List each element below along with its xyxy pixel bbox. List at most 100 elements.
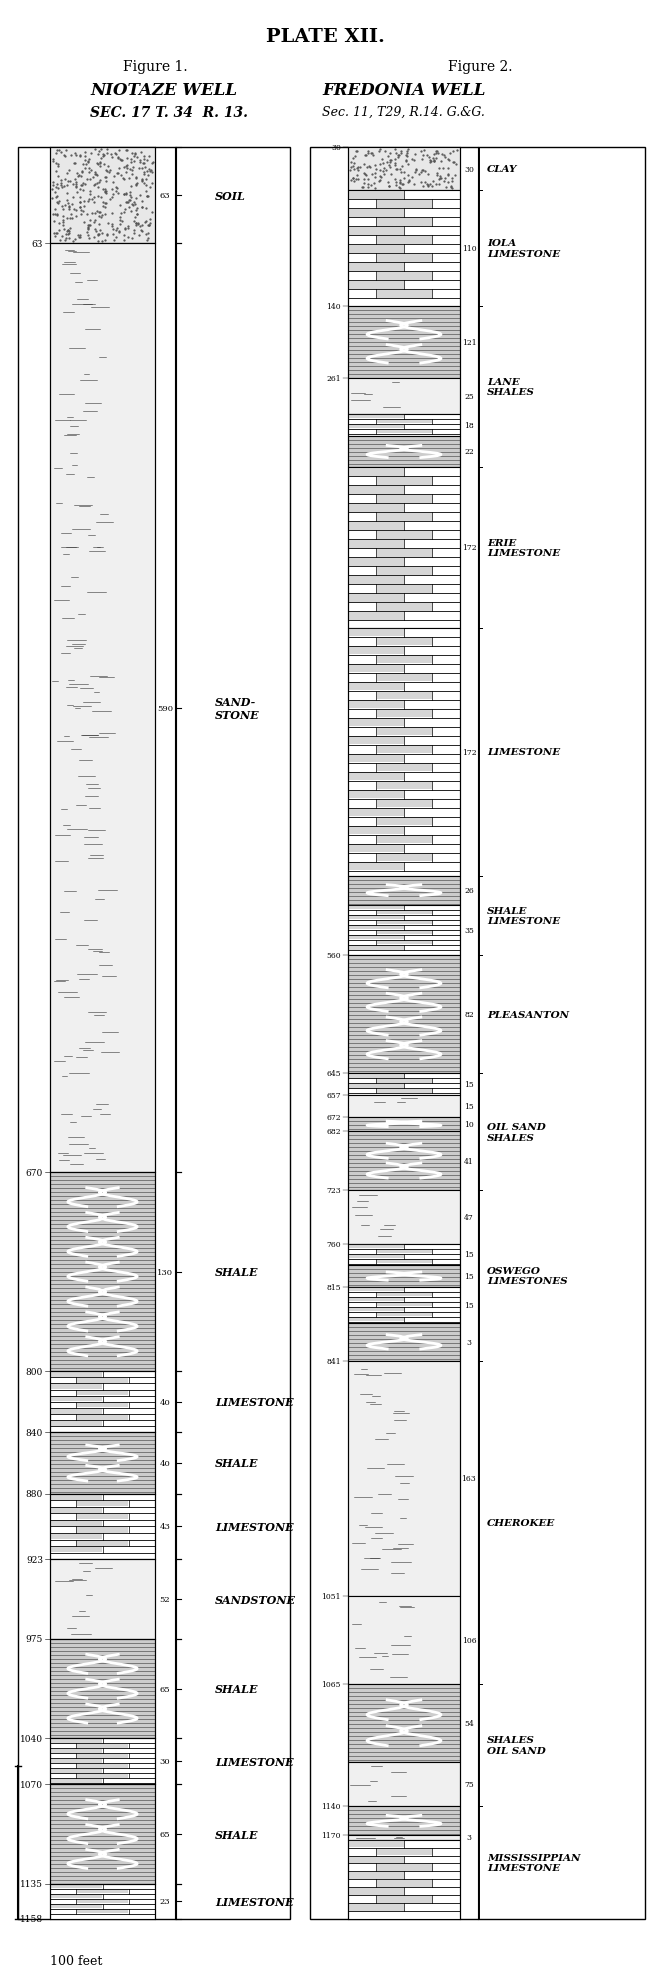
Point [412, 1764, 423, 1796]
Point [354, 1218, 365, 1249]
Point [430, 1194, 441, 1226]
Point [400, 1608, 410, 1639]
Point [49, 1604, 60, 1635]
Point [107, 325, 117, 356]
Point [125, 249, 136, 281]
Point [352, 1467, 362, 1499]
Point [421, 1544, 432, 1576]
Point [441, 1754, 452, 1786]
Point [142, 1059, 152, 1091]
Point [100, 1073, 110, 1105]
Point [135, 543, 146, 574]
Point [374, 1097, 384, 1129]
Point [107, 1036, 118, 1067]
Point [453, 1087, 463, 1119]
Point [139, 689, 150, 721]
Point [51, 291, 61, 323]
Point [60, 224, 71, 255]
Point [389, 1756, 400, 1788]
Point [118, 642, 128, 673]
Point [380, 1184, 391, 1216]
Point [140, 628, 151, 659]
Point [414, 1614, 424, 1645]
Point [369, 1634, 380, 1665]
Point [109, 644, 120, 675]
Point [372, 1772, 382, 1804]
Point [443, 1602, 454, 1634]
Point [73, 624, 83, 655]
Point [86, 655, 97, 687]
Point [452, 1398, 463, 1430]
Point [132, 679, 142, 711]
Point [91, 475, 101, 507]
Point [347, 1760, 358, 1792]
Point [144, 1548, 154, 1580]
Point [62, 346, 73, 378]
Point [365, 1772, 376, 1804]
Point [65, 166, 75, 198]
Point [144, 204, 155, 236]
Point [119, 152, 129, 184]
Point [424, 1224, 435, 1255]
Point [67, 204, 77, 236]
Point [136, 521, 146, 552]
Point [389, 1622, 399, 1653]
Point [124, 889, 134, 921]
Point [365, 1196, 376, 1228]
Point [142, 444, 152, 475]
Point [345, 1445, 356, 1477]
Point [129, 1604, 140, 1635]
Point [385, 398, 395, 430]
Point [439, 1447, 450, 1479]
Point [350, 1754, 361, 1786]
Point [410, 376, 421, 408]
Point [350, 1380, 360, 1412]
Point [359, 1503, 370, 1534]
Point [66, 766, 76, 798]
Point [116, 695, 126, 727]
Point [444, 1400, 454, 1432]
Point [132, 1140, 142, 1172]
Point [392, 1461, 402, 1493]
Point [404, 1764, 415, 1796]
Point [363, 1586, 374, 1618]
Text: 1065: 1065 [322, 1679, 341, 1687]
Point [424, 1404, 435, 1436]
Point [103, 612, 114, 644]
Point [88, 982, 99, 1014]
Point [417, 1511, 428, 1542]
Point [102, 1091, 112, 1123]
Point [387, 1384, 397, 1416]
Point [116, 1125, 127, 1156]
Point [413, 1461, 424, 1493]
Point [413, 1523, 424, 1554]
Point [61, 620, 72, 651]
Point [350, 1366, 360, 1398]
Point [382, 1594, 393, 1626]
Point [430, 1628, 440, 1659]
Point [373, 1596, 384, 1628]
Point [353, 152, 363, 184]
Point [110, 828, 120, 859]
Point [72, 711, 82, 742]
Point [82, 800, 92, 832]
Point [55, 232, 65, 263]
Point [413, 1099, 423, 1131]
Text: 163: 163 [462, 1475, 476, 1483]
Point [441, 1756, 452, 1788]
Point [389, 1406, 399, 1437]
Point [435, 1659, 445, 1691]
Point [411, 1778, 421, 1810]
Point [446, 1663, 456, 1695]
Point [396, 1663, 407, 1695]
Point [384, 364, 394, 396]
Point [62, 828, 72, 859]
Point [74, 1612, 85, 1643]
Point [415, 1218, 425, 1249]
Point [419, 1634, 429, 1665]
Point [53, 737, 64, 768]
Point [390, 1600, 400, 1632]
Point [400, 1548, 411, 1580]
Point [61, 925, 72, 956]
Point [428, 1348, 439, 1380]
